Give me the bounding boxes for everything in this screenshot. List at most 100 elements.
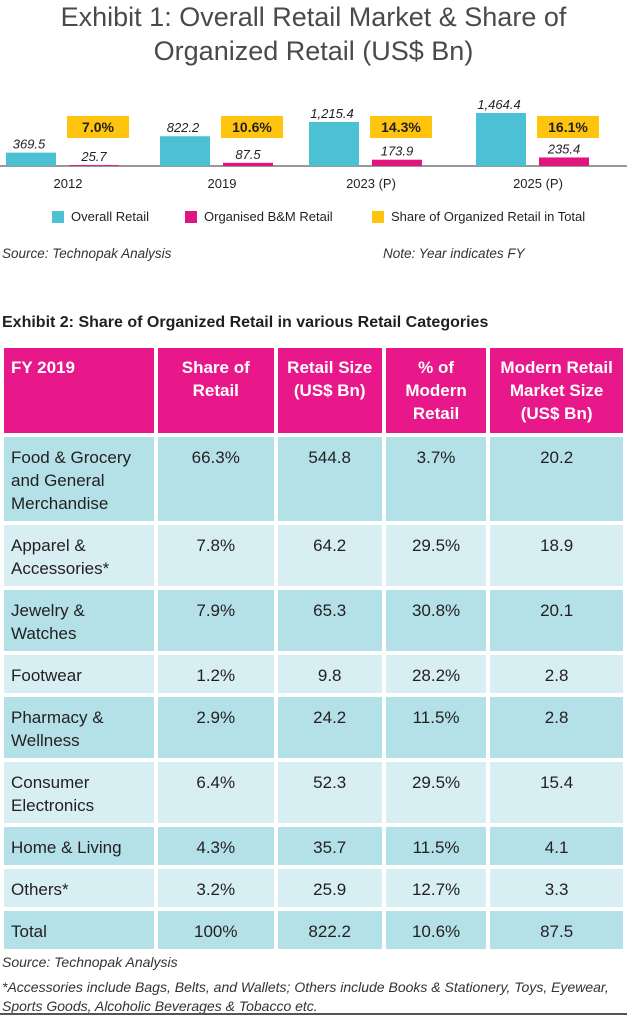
row-value: 2.8 [490, 697, 623, 758]
row-category: Home & Living [4, 827, 154, 865]
legend-organised-bm-retail: Organised B&M Retail [185, 209, 333, 224]
bottom-divider [0, 1013, 627, 1015]
bar-organised-bm-retail [539, 157, 589, 166]
data-label-overall-retail: 1,215.4 [310, 106, 353, 121]
row-value: 4.3% [157, 827, 274, 865]
x-tick-label: 2023 (P) [346, 176, 396, 191]
row-value: 11.5% [385, 697, 487, 758]
row-value: 4.1 [490, 827, 623, 865]
data-label-share-organized: 10.6% [232, 119, 272, 135]
data-label-organised-bm-retail: 25.7 [80, 149, 107, 164]
bar-organised-bm-retail [372, 159, 422, 166]
header-retail-size: Retail Size (US$ Bn) [277, 348, 382, 433]
row-category: Total [4, 911, 154, 949]
row-value: 12.7% [385, 869, 487, 907]
row-value: 15.4 [490, 762, 623, 823]
data-label-overall-retail: 1,464.4 [477, 97, 520, 112]
retail-categories-table: FY 2019 Share of Retail Retail Size (US$… [0, 344, 627, 953]
row-value: 3.3 [490, 869, 623, 907]
legend-swatch [185, 210, 197, 223]
bar-organised-bm-retail [223, 162, 273, 166]
row-value: 35.7 [277, 827, 382, 865]
header-fy: FY 2019 [4, 348, 154, 433]
x-tick-label: 2012 [54, 176, 83, 191]
row-value: 25.9 [277, 869, 382, 907]
exhibit-1-source: Source: Technopak Analysis [2, 246, 172, 261]
row-category: Others* [4, 869, 154, 907]
legend-swatch [372, 210, 384, 223]
exhibit-1-bar-chart: 369.5 25.7 7.0% 2012 822.2 87.5 10.6% 2019 1,215… [0, 97, 627, 191]
data-label-share-organized: 14.3% [381, 119, 421, 135]
row-value: 29.5% [385, 762, 487, 823]
bar-overall-retail [309, 122, 359, 166]
row-value: 24.2 [277, 697, 382, 758]
header-modern-pct: % of Modern Retail [385, 348, 487, 433]
row-value: 3.2% [157, 869, 274, 907]
share-organized-marker [221, 116, 283, 138]
legend-overall-retail: Overall Retail [52, 209, 149, 224]
data-label-organised-bm-retail: 235.4 [547, 141, 581, 156]
row-value: 52.3 [277, 762, 382, 823]
data-label-organised-bm-retail: 173.9 [381, 144, 414, 159]
row-category: Food & Grocery and General Merchandise [4, 437, 154, 521]
exhibit-2-footnote: *Accessories include Bags, Belts, and Wa… [2, 979, 609, 1014]
bar-organised-bm-retail [69, 165, 119, 166]
row-value: 30.8% [385, 590, 487, 651]
row-value: 64.2 [277, 525, 382, 586]
row-value: 20.2 [490, 437, 623, 521]
row-value: 100% [157, 911, 274, 949]
row-value: 20.1 [490, 590, 623, 651]
row-value: 66.3% [157, 437, 274, 521]
table-row: Home & Living 4.3% 35.7 11.5% 4.1 [4, 827, 623, 865]
legend-label: Share of Organized Retail in Total [391, 209, 586, 224]
legend-share-organized: Share of Organized Retail in Total [372, 209, 585, 224]
row-value: 822.2 [277, 911, 382, 949]
data-label-share-organized: 16.1% [548, 119, 588, 135]
exhibit-1-title: Exhibit 1: Overall Retail Market & Share… [60, 2, 567, 66]
exhibit-1-note: Note: Year indicates FY [383, 246, 525, 261]
x-tick-label: 2025 (P) [513, 176, 563, 191]
legend-label: Organised B&M Retail [204, 209, 333, 224]
table-row: Food & Grocery and General Merchandise 66… [4, 437, 623, 521]
row-value: 18.9 [490, 525, 623, 586]
row-value: 7.8% [157, 525, 274, 586]
table-row: Footwear 1.2% 9.8 28.2% 2.8 [4, 655, 623, 693]
table-total-row: Total 100% 822.2 10.6% 87.5 [4, 911, 623, 949]
row-value: 1.2% [157, 655, 274, 693]
bar-overall-retail [160, 136, 210, 166]
row-category: Pharmacy & Wellness [4, 697, 154, 758]
data-label-overall-retail: 369.5 [13, 137, 46, 152]
row-value: 10.6% [385, 911, 487, 949]
legend-swatch [52, 210, 64, 223]
exhibit-2-source: Source: Technopak Analysis [2, 954, 178, 970]
row-value: 2.8 [490, 655, 623, 693]
row-value: 6.4% [157, 762, 274, 823]
table-body: Food & Grocery and General Merchandise 66… [4, 437, 623, 949]
header-modern-size: Modern Retail Market Size (US$ Bn) [490, 348, 623, 433]
share-organized-marker [370, 116, 432, 138]
row-category: Consumer Electronics [4, 762, 154, 823]
bar-overall-retail [476, 113, 526, 166]
share-organized-marker [67, 116, 129, 138]
share-organized-marker [537, 116, 599, 138]
table-row: Apparel & Accessories* 7.8% 64.2 29.5% 18.9 [4, 525, 623, 586]
data-label-overall-retail: 822.2 [167, 120, 200, 135]
header-share: Share of Retail [157, 348, 274, 433]
table-row: Jewelry & Watches 7.9% 65.3 30.8% 20.1 [4, 590, 623, 651]
x-tick-label: 2019 [208, 176, 237, 191]
row-value: 65.3 [277, 590, 382, 651]
row-value: 87.5 [490, 911, 623, 949]
row-category: Jewelry & Watches [4, 590, 154, 651]
row-value: 9.8 [277, 655, 382, 693]
row-category: Footwear [4, 655, 154, 693]
data-label-organised-bm-retail: 87.5 [235, 147, 261, 162]
row-value: 7.9% [157, 590, 274, 651]
bar-overall-retail [6, 152, 56, 166]
row-category: Apparel & Accessories* [4, 525, 154, 586]
row-value: 2.9% [157, 697, 274, 758]
table-row: Consumer Electronics 6.4% 52.3 29.5% 15.4 [4, 762, 623, 823]
data-label-share-organized: 7.0% [82, 119, 114, 135]
table-row: Pharmacy & Wellness 2.9% 24.2 11.5% 2.8 [4, 697, 623, 758]
row-value: 29.5% [385, 525, 487, 586]
row-value: 544.8 [277, 437, 382, 521]
